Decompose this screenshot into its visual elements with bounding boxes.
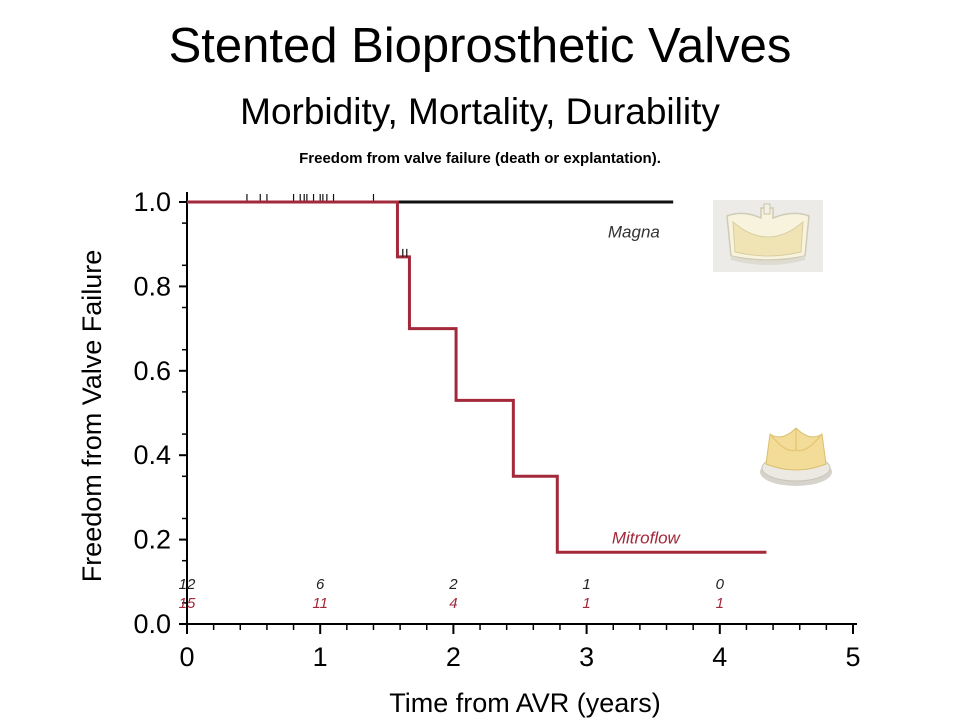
y-tick-label: 0.4 — [133, 440, 171, 470]
x-tick-label: 0 — [179, 642, 194, 672]
risk-number-magna: 1 — [582, 576, 590, 593]
chart-axes: 0.00.20.40.60.81.00 1 2 3 4 5 — [133, 187, 860, 672]
risk-number-mitroflow: 1 — [582, 595, 590, 612]
x-tick-label: 3 — [579, 642, 594, 672]
risk-number-mitroflow: 11 — [312, 595, 328, 612]
risk-number-magna: 12 — [179, 576, 196, 593]
series-line-mitroflow — [187, 200, 767, 554]
series-label-mitroflow: Mitroflow — [612, 528, 682, 547]
x-axis-label: Time from AVR (years) — [389, 688, 661, 718]
y-tick-label: 0.8 — [133, 271, 171, 301]
page-subtitle: Morbidity, Mortality, Durability — [240, 91, 720, 132]
magna-valve-image — [713, 200, 823, 272]
risk-number-mitroflow: 15 — [179, 595, 196, 612]
y-tick-label: 0.6 — [133, 356, 171, 386]
y-tick-label: 0.2 — [133, 525, 171, 555]
series-label-magna: Magna — [608, 223, 660, 242]
chart-series: Magna Mitroflow — [187, 194, 767, 554]
risk-number-mitroflow: 1 — [716, 595, 724, 612]
y-axis-label: Freedom from Valve Failure — [77, 250, 107, 583]
risk-number-magna: 2 — [448, 576, 458, 593]
risk-number-mitroflow: 4 — [449, 595, 457, 612]
y-tick-label: 1.0 — [133, 187, 171, 217]
mitroflow-valve-image — [760, 427, 832, 486]
y-tick-label: 0.0 — [133, 609, 171, 639]
x-tick-label: 2 — [446, 642, 461, 672]
risk-number-magna: 6 — [316, 576, 325, 593]
chart-caption: Freedom from valve failure (death or exp… — [299, 150, 661, 167]
page-title: Stented Bioprosthetic Valves — [168, 19, 792, 73]
x-tick-label: 4 — [712, 642, 727, 672]
x-tick-label: 5 — [845, 642, 860, 672]
x-tick-label: 1 — [313, 642, 328, 672]
risk-number-magna: 0 — [716, 576, 725, 593]
